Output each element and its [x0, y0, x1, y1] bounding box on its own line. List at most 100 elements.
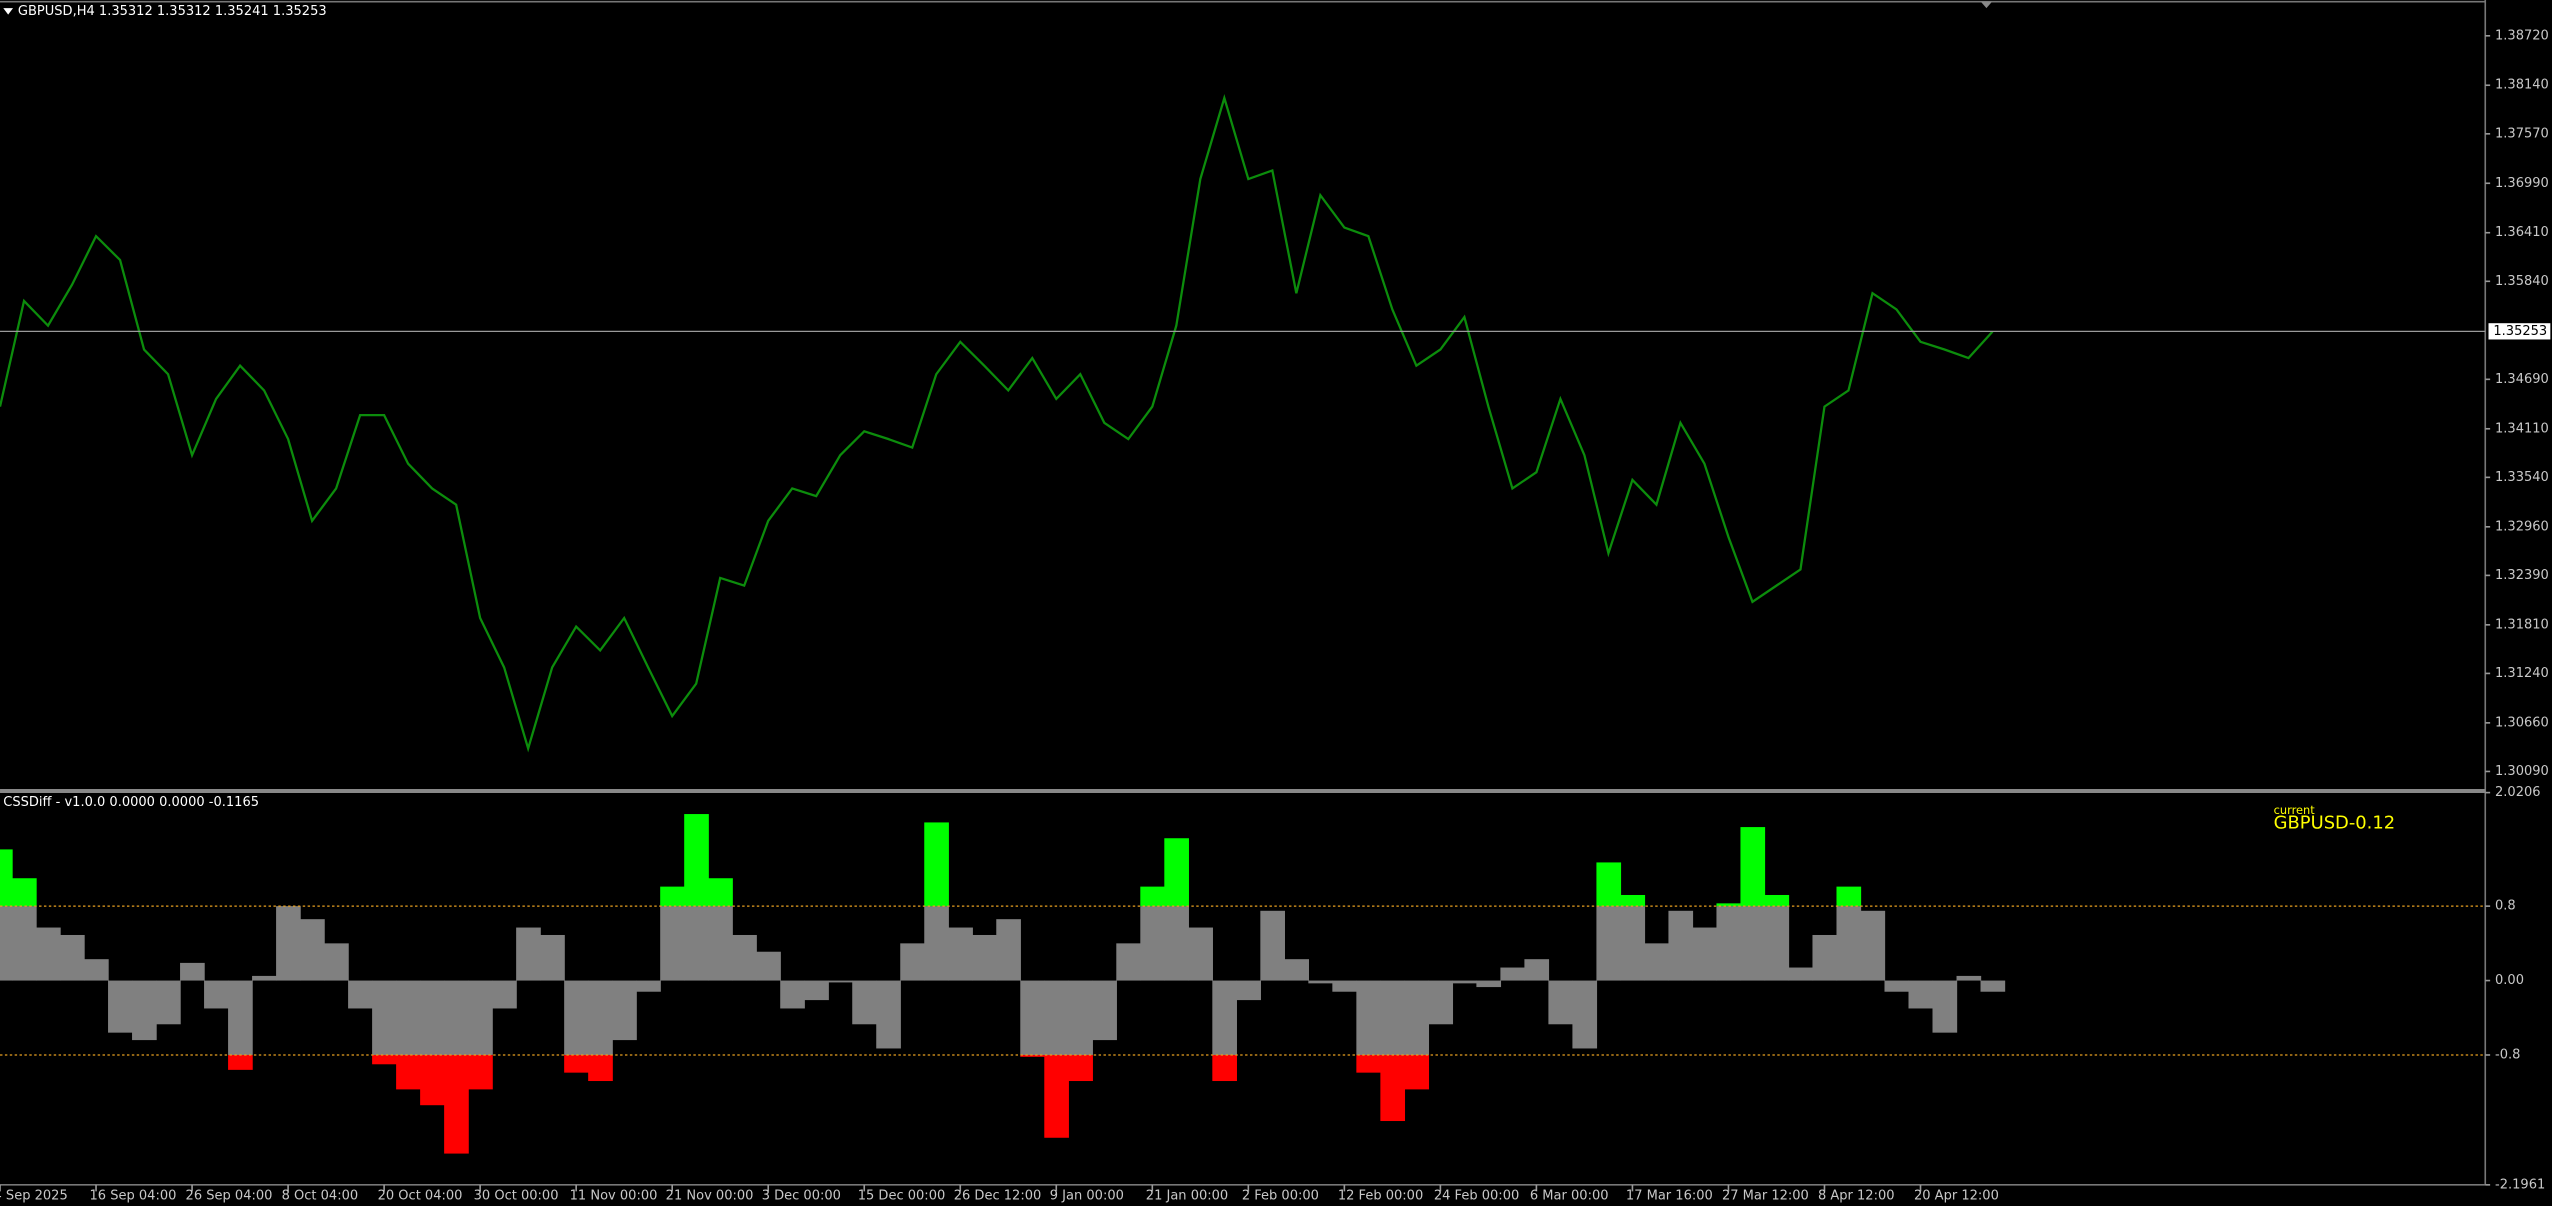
- histogram-bar: [468, 980, 493, 1055]
- histogram-bar-above: [1164, 838, 1189, 907]
- histogram-bar: [972, 934, 997, 981]
- x-tick-label: 24 Feb 00:00: [1434, 1189, 1519, 1204]
- histogram-bar-below: [372, 1054, 397, 1065]
- y-tick-label: 1.30660: [2495, 715, 2549, 730]
- histogram-bar: [156, 980, 181, 1025]
- x-tick-label: 4 Sep 2025: [0, 1189, 68, 1204]
- histogram-bar: [60, 934, 85, 981]
- x-tick-label: 26 Sep 04:00: [186, 1189, 273, 1204]
- x-tick-label: 20 Oct 04:00: [378, 1189, 463, 1204]
- histogram-bar: [84, 959, 109, 981]
- y-tick-label: 1.32960: [2495, 519, 2549, 534]
- y-tick-label: 0.00: [2495, 973, 2524, 988]
- histogram-bar: [348, 980, 373, 1009]
- histogram-bar: [276, 906, 301, 981]
- histogram-bar: [564, 980, 589, 1055]
- histogram-bar-below: [1020, 1054, 1045, 1057]
- histogram-bar: [1572, 980, 1598, 1049]
- histogram-bar: [1404, 980, 1430, 1055]
- histogram-bar: [1044, 980, 1069, 1055]
- histogram-bar: [1164, 906, 1189, 981]
- y-tick-label: 0.8: [2495, 899, 2516, 914]
- histogram-bar-below: [420, 1054, 445, 1106]
- x-tick-label: 11 Nov 00:00: [570, 1189, 658, 1204]
- histogram-bar: [228, 980, 253, 1055]
- annotation-small: current: [2274, 803, 2316, 817]
- x-tick-label: 21 Jan 00:00: [1146, 1189, 1228, 1204]
- y-tick-label: 2.0206: [2495, 785, 2541, 800]
- y-tick-label: 1.38720: [2495, 28, 2549, 43]
- y-tick-label: 1.30090: [2495, 764, 2549, 779]
- y-tick-label: -2.1961: [2495, 1177, 2545, 1192]
- x-tick-label: 30 Oct 00:00: [474, 1189, 559, 1204]
- y-tick-label: 1.31240: [2495, 666, 2549, 681]
- histogram-bar: [1644, 943, 1670, 981]
- histogram-bar: [1020, 980, 1045, 1055]
- x-tick-label: 15 Dec 00:00: [858, 1189, 946, 1204]
- histogram-bar: [756, 951, 781, 981]
- x-tick-label: 20 Apr 12:00: [1914, 1189, 1999, 1204]
- histogram-bar: [1716, 906, 1742, 981]
- histogram-bar: [684, 906, 709, 981]
- histogram-bar: [1308, 980, 1334, 984]
- indicator-title: CSSDiff - v1.0.0 0.0000 0.0000 -0.1165: [3, 795, 259, 810]
- histogram-bar: [1908, 980, 1934, 1009]
- histogram-bar-above: [1716, 903, 1742, 907]
- histogram-bar: [108, 980, 133, 1033]
- histogram-bar-above: [1620, 894, 1646, 907]
- histogram-bar-below: [1356, 1054, 1382, 1073]
- y-tick-label: 1.31810: [2495, 617, 2549, 632]
- histogram-bar-above: [660, 886, 685, 907]
- histogram-bar: [1812, 934, 1838, 981]
- histogram-bar-below: [1380, 1054, 1406, 1122]
- histogram-bar-below: [1068, 1054, 1093, 1082]
- menu-arrow[interactable]: [3, 8, 14, 15]
- price-line: [0, 94, 1994, 753]
- histogram-bar: [1092, 980, 1117, 1041]
- histogram-bar-above: [708, 878, 733, 907]
- histogram-bar: [420, 980, 445, 1055]
- histogram-bar: [492, 980, 517, 1009]
- histogram-bar: [612, 980, 637, 1041]
- histogram-bar: [36, 927, 61, 981]
- histogram-bar: [12, 906, 37, 981]
- histogram-bar: [540, 934, 565, 981]
- histogram-bar: [324, 943, 349, 981]
- shift-marker[interactable]: [1980, 1, 1993, 9]
- histogram-bar: [1500, 967, 1526, 981]
- histogram-bar: [1884, 980, 1910, 992]
- y-tick-label: 1.36410: [2495, 225, 2549, 240]
- x-tick-label: 8 Oct 04:00: [282, 1189, 359, 1204]
- x-tick-label: 21 Nov 00:00: [666, 1189, 754, 1204]
- histogram-bar: [1692, 927, 1718, 981]
- main-title: GBPUSD,H4 1.35312 1.35312 1.35241 1.3525…: [18, 4, 327, 19]
- histogram-bar: [876, 980, 901, 1049]
- histogram-bar-below: [444, 1054, 469, 1154]
- x-tick-label: 17 Mar 16:00: [1626, 1189, 1713, 1204]
- x-tick-label: 6 Mar 00:00: [1530, 1189, 1609, 1204]
- histogram-bar-above: [1140, 886, 1165, 907]
- histogram-bar: [1524, 959, 1550, 981]
- histogram-bar: [732, 934, 757, 981]
- histogram-bar: [204, 980, 229, 1009]
- histogram-bar-below: [396, 1054, 421, 1090]
- histogram-bar: [1596, 906, 1622, 981]
- histogram-bar: [828, 980, 853, 983]
- histogram-bar: [1284, 959, 1309, 981]
- y-tick-label: 1.37570: [2495, 126, 2549, 141]
- histogram-bar: [1452, 980, 1478, 984]
- histogram-bar: [444, 980, 469, 1055]
- histogram-bar: [1212, 980, 1237, 1055]
- histogram-bar: [948, 927, 973, 981]
- histogram-bar: [132, 980, 157, 1041]
- x-tick-label: 12 Feb 00:00: [1338, 1189, 1423, 1204]
- histogram-bar: [924, 906, 949, 981]
- histogram-bar: [300, 919, 325, 981]
- histogram-bar-below: [588, 1054, 613, 1082]
- histogram-bar: [1788, 967, 1814, 981]
- y-tick-label: -0.8: [2495, 1047, 2520, 1062]
- histogram-bar: [1260, 910, 1285, 981]
- histogram-bar: [252, 975, 277, 981]
- histogram-bar: [1068, 980, 1093, 1055]
